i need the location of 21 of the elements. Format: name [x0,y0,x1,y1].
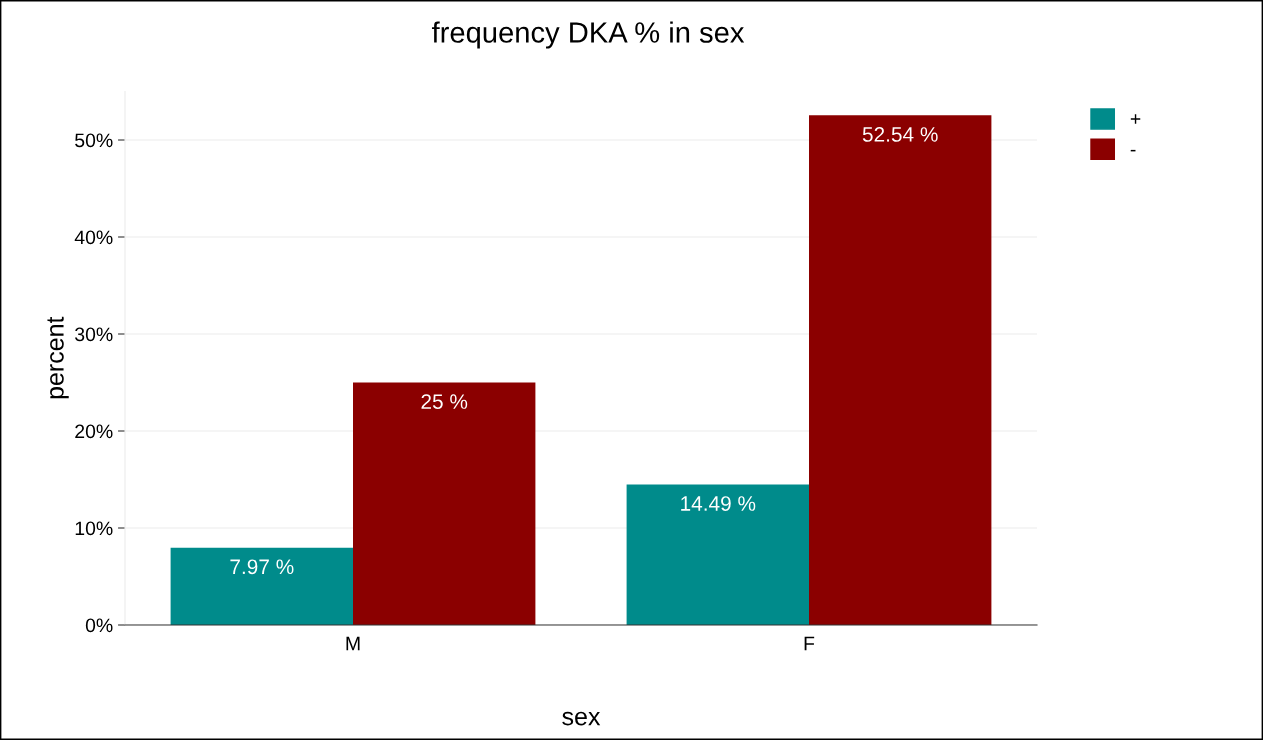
y-tick-label: 30% [75,327,113,342]
bar [626,484,809,625]
data-label: 14.49 % [681,496,756,511]
y-axis-title: percent [47,316,69,399]
data-label: 25 % [421,394,468,409]
x-tick-label: M [346,636,360,651]
x-tick-label: F [804,636,815,651]
bar [353,382,536,625]
x-axis-title: sex [562,711,601,726]
legend-label: + [1130,114,1141,124]
bar [170,547,353,625]
data-label: 7.97 % [230,559,294,575]
chart-title: frequency DKA % in sex [431,21,745,49]
data-label: 52.54 % [862,127,938,142]
y-tick-label: 20% [75,424,113,439]
legend-label: - [1130,149,1136,152]
y-tick-label: 10% [75,521,113,536]
y-tick-label: 40% [74,230,113,245]
y-tick-label: 50% [75,133,113,148]
y-tick-label: 0% [85,618,113,633]
bar [809,115,992,625]
